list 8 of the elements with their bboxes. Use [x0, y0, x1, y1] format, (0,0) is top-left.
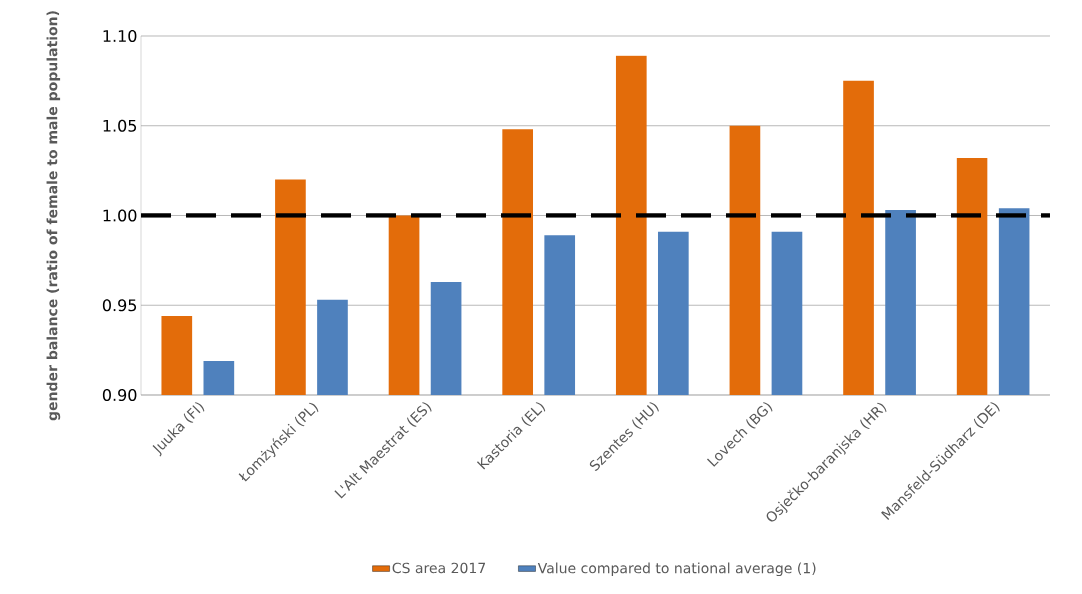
legend-label: Value compared to national average (1) [537, 562, 816, 577]
y-tick-label: 0.95 [102, 299, 137, 312]
legend-label: CS area 2017 [392, 562, 486, 574]
y-tick-label: 1.00 [103, 209, 137, 222]
y-tick-label: 1.05 [103, 119, 137, 132]
y-axis-title: gender balance (ratio of female to male population) [46, 11, 61, 421]
y-tick-label: 1.10 [103, 29, 137, 43]
y-tick-label: 0.90 [102, 388, 137, 402]
